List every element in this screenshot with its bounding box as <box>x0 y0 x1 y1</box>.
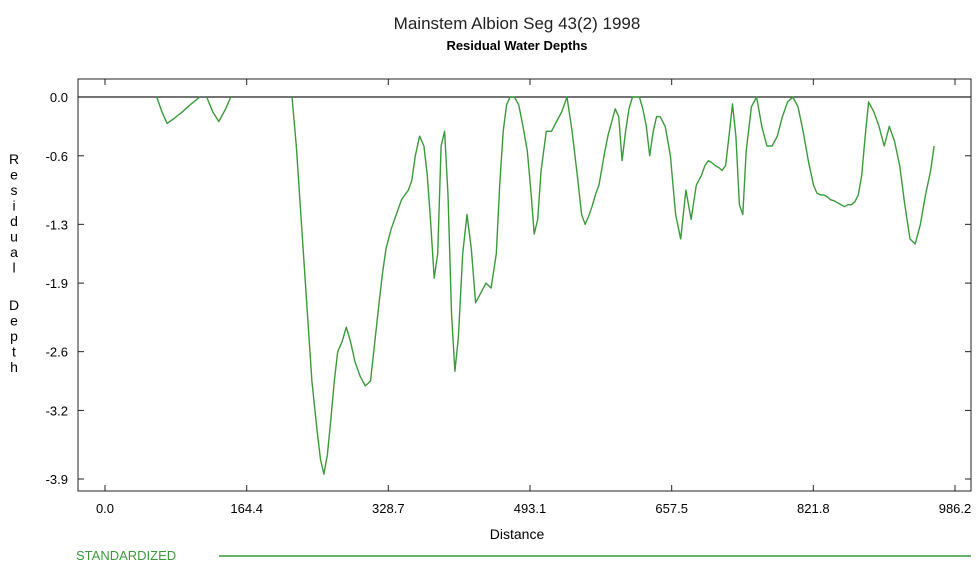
series-line-standardized <box>291 96 935 475</box>
y-axis-label-letter: e <box>10 313 18 329</box>
y-axis-label-letter: s <box>11 182 18 198</box>
y-axis-label-letter: D <box>9 297 19 313</box>
y-tick-label: -3.9 <box>46 472 68 487</box>
x-axis-label: Distance <box>490 526 545 542</box>
x-tick-label: 164.4 <box>230 501 263 516</box>
y-tick-label: -1.9 <box>46 276 68 291</box>
chart-title: Mainstem Albion Seg 43(2) 1998 <box>394 14 641 33</box>
y-axis-label-letter: h <box>10 359 18 375</box>
y-axis-label-letter: u <box>10 229 18 245</box>
y-axis-label-letter: l <box>12 260 15 276</box>
y-tick-label: -3.2 <box>46 403 68 418</box>
legend-label: STANDARDIZED <box>76 548 176 563</box>
legend: STANDARDIZED <box>76 548 971 563</box>
x-axis: 0.0 164.4 328.7 493.1 657.5 821.8 986.2 <box>96 79 971 516</box>
chart-subtitle: Residual Water Depths <box>446 38 587 53</box>
plot-area <box>77 78 972 492</box>
series-line-standardized <box>206 96 232 123</box>
y-axis-label-letter: d <box>10 213 18 229</box>
y-axis-label-letter: t <box>12 344 16 360</box>
y-tick-label: 0.0 <box>50 90 68 105</box>
x-tick-label: 328.7 <box>372 501 405 516</box>
y-axis-label-letter: e <box>10 167 18 183</box>
y-tick-label: -0.6 <box>46 149 68 164</box>
x-tick-label: 986.2 <box>939 501 972 516</box>
x-tick-label: 493.1 <box>514 501 547 516</box>
series-line-standardized <box>156 96 201 125</box>
y-axis-label-letter: R <box>9 151 19 167</box>
y-axis: 0.0 -0.6 -1.3 -1.9 -2.6 -3.2 -3.9 <box>46 90 971 487</box>
x-tick-label: 0.0 <box>96 501 114 516</box>
x-tick-label: 657.5 <box>655 501 688 516</box>
y-tick-label: -1.3 <box>46 217 68 232</box>
data-series <box>156 96 935 475</box>
y-tick-label: -2.6 <box>46 345 68 360</box>
x-tick-label: 821.8 <box>797 501 830 516</box>
y-axis-label-letter: p <box>10 328 18 344</box>
y-axis-label-letter: i <box>12 198 15 214</box>
y-axis-label-letter: a <box>10 244 18 260</box>
